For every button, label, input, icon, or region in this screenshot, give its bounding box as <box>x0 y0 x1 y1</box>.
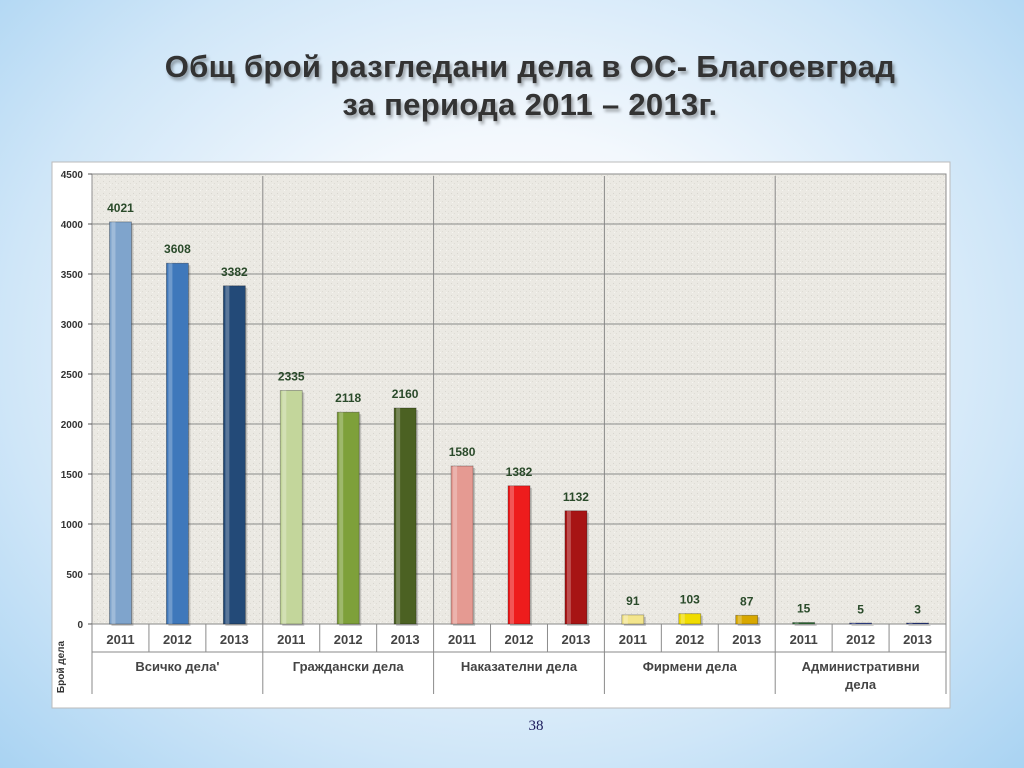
bar <box>678 613 702 625</box>
bar-highlight <box>225 285 230 624</box>
x-year-label: 2011 <box>277 632 305 647</box>
bar <box>849 622 872 625</box>
bar-highlight <box>851 623 856 624</box>
x-year-label: 2011 <box>790 632 818 647</box>
y-tick-label: 0 <box>77 620 83 631</box>
data-label: 103 <box>680 593 700 607</box>
bar-highlight <box>396 408 401 624</box>
bar-highlight <box>168 263 173 624</box>
data-label: 1132 <box>563 490 589 504</box>
x-year-label: 2013 <box>903 632 932 647</box>
bar <box>336 411 360 625</box>
bar-shadow <box>908 625 931 626</box>
x-group-label: Всичко дела' <box>135 659 219 674</box>
x-group-label: Граждански дела <box>293 659 405 674</box>
data-label: 2160 <box>392 387 419 401</box>
data-label: 4021 <box>107 201 134 215</box>
bar <box>564 510 588 625</box>
data-label: 3608 <box>164 242 191 256</box>
x-group-label-cont: дела <box>845 677 877 692</box>
y-tick-label: 3500 <box>61 270 84 281</box>
bar <box>222 285 246 625</box>
bar-highlight <box>339 412 344 624</box>
page-number: 38 <box>528 718 544 734</box>
bar-highlight <box>453 466 458 624</box>
bar-shadow <box>794 624 817 626</box>
slide-title: Общ брой разгледани дела в ОС- Благоевгр… <box>0 48 1024 124</box>
bar-highlight <box>680 613 685 624</box>
data-label: 3 <box>914 603 921 617</box>
data-label: 3382 <box>221 265 248 279</box>
x-year-label: 2012 <box>163 632 192 647</box>
x-group-label: Административни <box>802 659 920 674</box>
group-separators <box>262 176 776 694</box>
data-label: 15 <box>797 602 811 616</box>
data-label: 91 <box>626 594 640 608</box>
y-tick-label: 4500 <box>61 170 84 181</box>
bar-highlight <box>908 623 913 624</box>
bar <box>906 622 929 625</box>
y-tick-label: 4000 <box>61 220 84 231</box>
bar <box>735 614 759 625</box>
bar <box>279 390 303 625</box>
y-tick-label: 1000 <box>61 520 84 531</box>
bar-highlight <box>737 615 742 624</box>
x-year-label: 2012 <box>675 632 704 647</box>
bar-highlight <box>566 510 571 624</box>
bar <box>109 221 132 625</box>
bar <box>165 262 189 625</box>
data-label: 87 <box>740 594 754 608</box>
bar-highlight <box>282 390 287 624</box>
bar <box>792 622 816 625</box>
y-tick-label: 1500 <box>61 470 84 481</box>
slide-title-line-2: за периода 2011 – 2013г. <box>342 87 718 122</box>
y-axis-title: Брой дела <box>56 640 67 693</box>
x-group-label: Наказателни дела <box>461 659 578 674</box>
bar <box>621 614 645 625</box>
data-label: 1382 <box>506 465 533 479</box>
data-label: 5 <box>857 603 864 617</box>
x-year-label: 2012 <box>334 632 363 647</box>
y-tick-label: 500 <box>66 570 83 581</box>
data-label: 1580 <box>449 445 476 459</box>
bar-highlight <box>111 221 116 624</box>
x-year-label: 2013 <box>561 632 590 647</box>
x-year-label: 2012 <box>846 632 875 647</box>
y-tick-label: 2500 <box>61 370 84 381</box>
y-axis: 0 500 1000 1500 2000 2500 3000 3500 4000 4500 <box>61 170 92 631</box>
bar-highlight <box>623 614 628 624</box>
y-tick-label: 2000 <box>61 420 84 431</box>
x-group-label: Фирмени дела <box>643 659 738 674</box>
bar-highlight <box>510 485 514 624</box>
x-year-label: 2013 <box>732 632 761 647</box>
bars <box>109 221 931 626</box>
x-year-label: 2011 <box>619 632 647 647</box>
x-year-label: 2011 <box>448 632 476 647</box>
x-year-label: 2011 <box>106 632 134 647</box>
data-label: 2335 <box>278 370 305 384</box>
bar-highlight <box>794 622 799 624</box>
slide-title-line-1: Общ брой разгледани дела в ОС- Благоевгр… <box>164 49 896 84</box>
gridlines <box>92 173 946 625</box>
bar <box>507 485 531 625</box>
x-year-label: 2013 <box>220 632 249 647</box>
y-tick-label: 3000 <box>61 320 84 331</box>
x-year-label: 2013 <box>391 632 420 647</box>
data-label: 2118 <box>335 391 361 405</box>
x-year-label: 2012 <box>505 632 534 647</box>
data-labels: 4021 3608 3382 2335 2118 2160 1580 1382 1132 91 10… <box>107 201 921 617</box>
bar-shadow <box>851 625 874 626</box>
bar <box>450 465 474 625</box>
bar <box>393 407 417 625</box>
